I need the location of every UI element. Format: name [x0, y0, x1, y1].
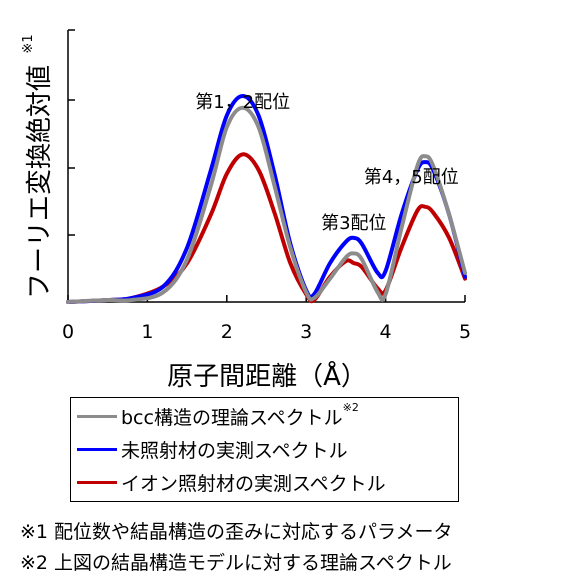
x-axis-label: 原子間距離（Å） — [167, 360, 367, 392]
footnote-2: ※2 上図の結晶構造モデルに対する理論スペクトル — [20, 552, 452, 574]
series-layer — [66, 94, 467, 304]
annotation-peak-1-2: 第1，2配位 — [195, 92, 290, 113]
legend-label-unirradiated: 未照射材の実測スペクトル — [121, 439, 348, 462]
legend-item-unirradiated: 未照射材の実測スペクトル — [77, 434, 348, 464]
y-axis-label: フーリエ変換絶対値 — [25, 65, 55, 299]
legend-swatch-unirradiated — [77, 447, 117, 451]
x-tick-label-1: 1 — [141, 321, 153, 343]
legend-item-ion-irradiated: イオン照射材の実測スペクトル — [77, 467, 386, 497]
axes — [67, 29, 466, 303]
legend-label-ion-irradiated: イオン照射材の実測スペクトル — [121, 472, 386, 495]
series-line-unirradiated — [66, 94, 467, 304]
series-line-theory-bcc — [66, 105, 467, 304]
x-tick-label-5: 5 — [459, 321, 471, 343]
legend-swatch-ion-irradiated — [77, 480, 117, 484]
footnote-1: ※1 配位数や結晶構造の歪みに対応するパラメータ — [20, 521, 453, 543]
legend-label-theory: bcc構造の理論スペクトル※2 — [121, 400, 359, 429]
legend: bcc構造の理論スペクトル※2 未照射材の実測スペクトル イオン照射材の実測スペ… — [70, 397, 459, 502]
legend-swatch-theory — [77, 414, 117, 418]
x-tick-labels: 0 1 2 3 4 5 — [62, 321, 471, 343]
annotation-peak-4-5: 第4，5配位 — [364, 167, 459, 188]
legend-item-theory: bcc構造の理論スペクトル※2 — [77, 401, 359, 431]
annotation-peak-3: 第3配位 — [321, 213, 386, 234]
y-axis-label-note: ※1 — [21, 34, 36, 53]
x-tick-label-0: 0 — [62, 321, 74, 343]
x-tick-label-3: 3 — [300, 321, 312, 343]
x-tick-label-4: 4 — [380, 321, 392, 343]
x-tick-label-2: 2 — [221, 321, 233, 343]
